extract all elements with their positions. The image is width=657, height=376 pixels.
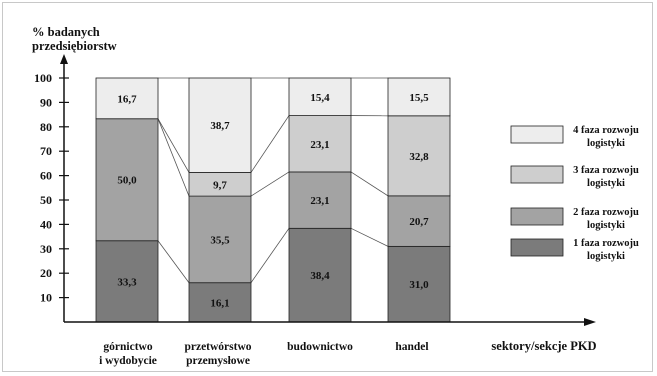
bar-przetworstwo-faza-4 <box>188 77 252 173</box>
value-label-gornictwo-faza-4: 16,7 <box>117 93 137 105</box>
connector-line-gornictwo-przetworstwo-1 <box>157 240 190 283</box>
y-tick-label-30: 30 <box>40 242 52 256</box>
connector-line-przetworstwo-budownictwo-3 <box>250 115 290 173</box>
value-label-handel-faza-4: 15,5 <box>409 92 429 104</box>
bar-handel-faza-2 <box>387 195 451 247</box>
legend-swatch-faza-1 <box>510 238 564 257</box>
y-tick-label-60: 60 <box>40 169 52 183</box>
connector-line-przetworstwo-budownictwo-1 <box>250 228 290 283</box>
y-tick-label-50: 50 <box>40 193 52 207</box>
connector-line-gornictwo-przetworstwo-2 <box>157 118 190 197</box>
value-label-przetworstwo-faza-3: 9,7 <box>213 179 227 191</box>
legend-label-faza-4-1: 4 faza rozwoju <box>573 125 639 136</box>
bar-przetworstwo-faza-2 <box>188 195 252 284</box>
axes: 10 20 30 40 50 60 70 80 90 100 <box>34 54 596 326</box>
bar-handel-faza-3 <box>387 115 451 197</box>
legend-label-faza-2-2: logistyki <box>587 220 625 231</box>
connector-line-gornictwo-przetworstwo-3 <box>157 118 190 173</box>
value-label-przetworstwo-faza-1: 16,1 <box>210 297 229 309</box>
legend-label-faza-3-1: 3 faza rozwoju <box>573 165 639 176</box>
bars <box>95 77 451 323</box>
value-label-gornictwo-faza-1: 33,3 <box>117 276 137 288</box>
y-axis-title-line-1: % badanych <box>32 25 100 39</box>
value-label-handel-faza-3: 32,8 <box>409 151 429 163</box>
value-label-przetworstwo-faza-4: 38,7 <box>210 120 230 132</box>
y-tick-label-100: 100 <box>34 71 52 85</box>
connector-lines <box>157 77 389 283</box>
legend: 4 faza rozwoju logistyki 3 faza rozwoju log… <box>510 125 639 262</box>
legend-swatch-faza-2 <box>510 207 564 226</box>
bar-gornictwo-faza-2 <box>95 118 159 242</box>
x-tick-label-budownictwo-1: budownictwo <box>287 341 353 353</box>
x-tick-label-gornictwo-1: górnictwo <box>103 341 152 353</box>
bar-budownictwo-faza-4 <box>288 77 352 116</box>
value-label-handel-faza-2: 20,7 <box>409 216 429 228</box>
value-label-budownictwo-faza-4: 15,4 <box>310 92 330 104</box>
x-tick-label-przetworstwo-2: przemysłowe <box>186 355 250 367</box>
legend-label-faza-3-2: logistyki <box>587 178 625 189</box>
connector-line-budownictwo-handel-2 <box>350 171 389 197</box>
y-tick-label-40: 40 <box>40 217 52 231</box>
chart-frame <box>2 2 653 372</box>
legend-label-faza-4-2: logistyki <box>587 138 625 149</box>
bar-budownictwo-faza-1 <box>288 227 352 323</box>
value-label-budownictwo-faza-1: 38,4 <box>310 270 330 282</box>
bar-handel-faza-4 <box>387 77 451 117</box>
value-label-handel-faza-1: 31,0 <box>409 279 429 291</box>
value-label-budownictwo-faza-2: 23,1 <box>310 195 329 207</box>
legend-label-faza-1-1: 1 faza rozwoju <box>573 238 639 249</box>
x-axis-arrow <box>584 318 596 326</box>
y-axis-arrow <box>60 54 68 64</box>
legend-label-faza-2-1: 2 faza rozwoju <box>573 207 639 218</box>
y-tick-label-80: 80 <box>40 120 52 134</box>
legend-label-faza-1-2: logistyki <box>587 251 625 262</box>
y-axis-title-line-2: przedsiębiorstw <box>32 39 117 53</box>
x-axis-title: sektory/sekcje PKD <box>491 339 596 353</box>
legend-swatch-faza-4 <box>510 125 564 144</box>
labels: 33,350,016,716,135,59,738,738,423,123,11… <box>32 25 597 367</box>
connector-line-przetworstwo-budownictwo-2 <box>250 171 290 197</box>
x-tick-label-gornictwo-2: i wydobycie <box>99 355 157 367</box>
y-tick-label-70: 70 <box>40 144 52 158</box>
x-tick-label-handel-1: handel <box>395 341 428 353</box>
connector-line-budownictwo-handel-1 <box>350 227 389 247</box>
bar-gornictwo-faza-4 <box>95 77 159 120</box>
y-tick-label-90: 90 <box>40 95 52 109</box>
value-label-gornictwo-faza-2: 50,0 <box>117 175 137 187</box>
legend-swatch-faza-3 <box>510 165 564 184</box>
value-label-przetworstwo-faza-2: 35,5 <box>210 234 230 246</box>
bar-handel-faza-1 <box>387 245 451 323</box>
y-tick-label-20: 20 <box>40 266 52 280</box>
value-label-budownictwo-faza-3: 23,1 <box>310 139 329 151</box>
bar-budownictwo-faza-3 <box>288 115 352 173</box>
y-tick-label-10: 10 <box>40 291 52 305</box>
x-tick-label-przetworstwo-1: przetwórstwo <box>184 341 251 353</box>
